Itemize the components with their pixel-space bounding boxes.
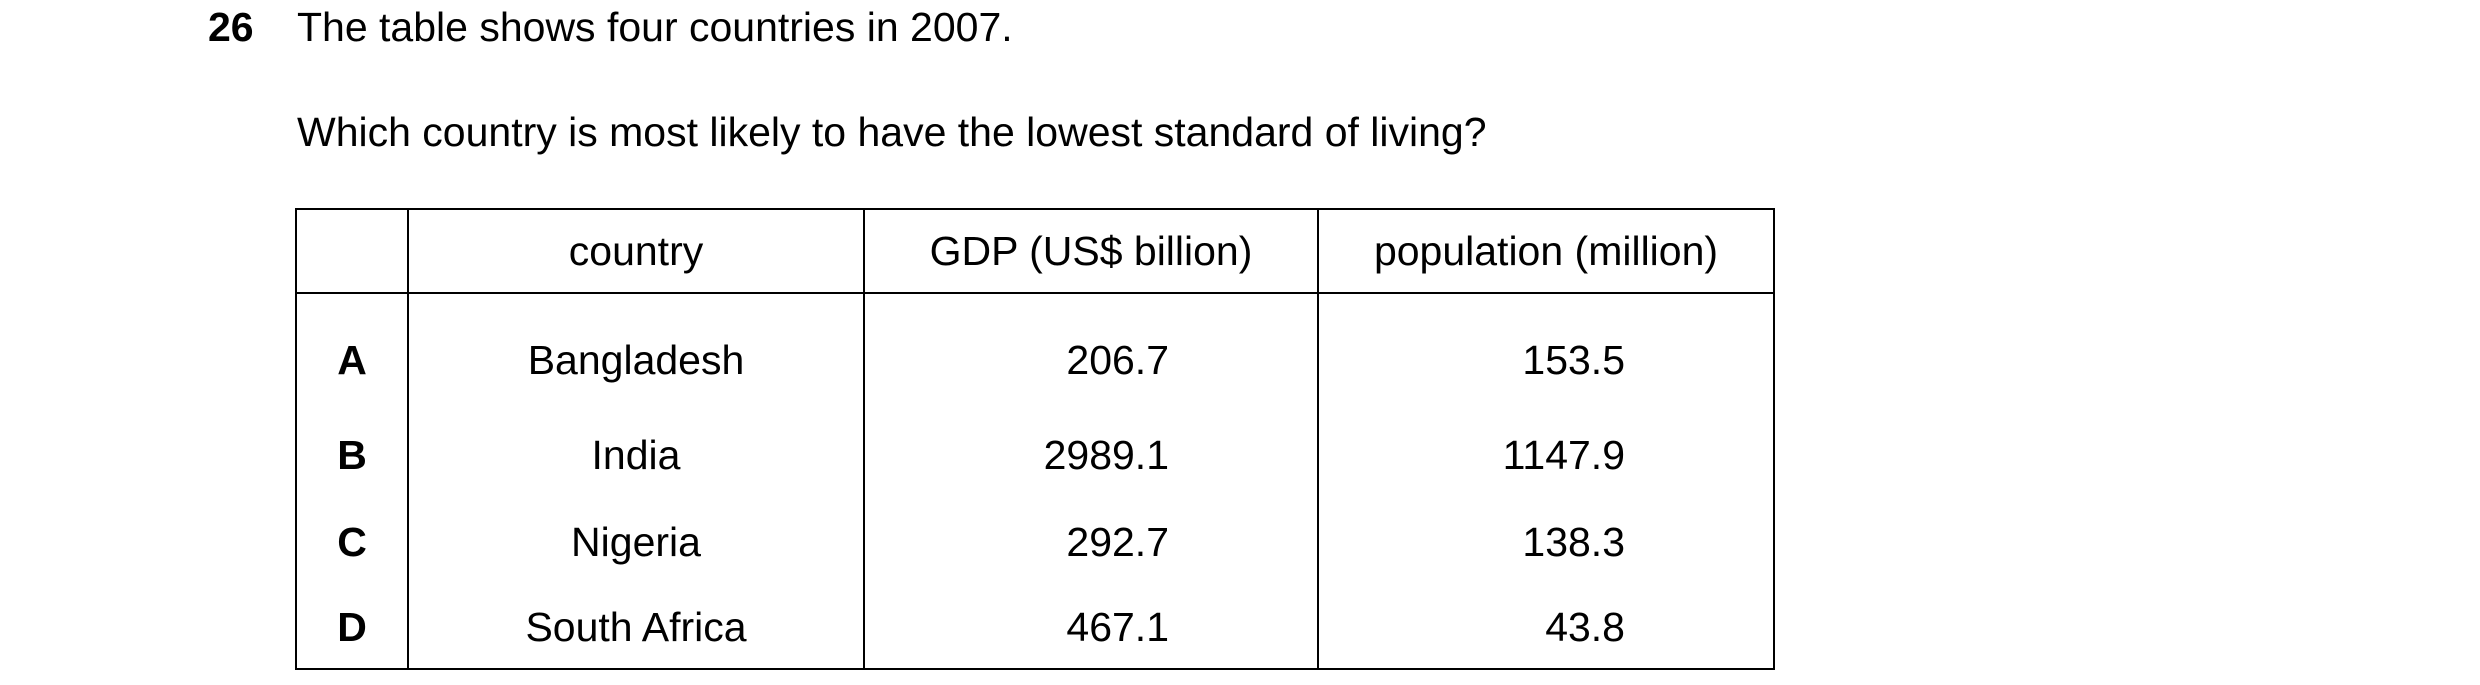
country-cell: Nigeria bbox=[407, 499, 865, 586]
gdp-value: 467.1 bbox=[1066, 603, 1169, 650]
data-table: country GDP (US$ billion) population (mi… bbox=[295, 208, 1775, 670]
gdp-value: 206.7 bbox=[1066, 336, 1169, 383]
population-value: 153.5 bbox=[1522, 336, 1625, 383]
population-value: 138.3 bbox=[1522, 519, 1625, 565]
option-key: A bbox=[295, 293, 409, 412]
gdp-cell: 206.7 bbox=[863, 293, 1319, 412]
option-key: B bbox=[295, 412, 409, 499]
population-cell: 138.3 bbox=[1317, 499, 1775, 586]
gdp-value: 2989.1 bbox=[1043, 432, 1169, 478]
table-row: A Bangladesh 206.7 153.5 bbox=[295, 293, 1775, 412]
header-country: country bbox=[407, 208, 865, 294]
population-cell: 43.8 bbox=[1317, 586, 1775, 670]
table-row: D South Africa 467.1 43.8 bbox=[295, 586, 1775, 670]
population-cell: 153.5 bbox=[1317, 293, 1775, 412]
table-row: C Nigeria 292.7 138.3 bbox=[295, 499, 1775, 586]
gdp-cell: 467.1 bbox=[863, 586, 1319, 670]
gdp-value: 292.7 bbox=[1066, 519, 1169, 565]
header-population: population (million) bbox=[1317, 208, 1775, 294]
header-gdp: GDP (US$ billion) bbox=[863, 208, 1319, 294]
question-prompt: Which country is most likely to have the… bbox=[297, 109, 1487, 155]
option-key: C bbox=[295, 499, 409, 586]
header-key bbox=[295, 208, 409, 294]
gdp-cell: 292.7 bbox=[863, 499, 1319, 586]
question-number: 26 bbox=[208, 4, 254, 50]
country-cell: India bbox=[407, 412, 865, 499]
country-cell: South Africa bbox=[407, 586, 865, 670]
option-key: D bbox=[295, 586, 409, 670]
table-header-row: country GDP (US$ billion) population (mi… bbox=[295, 208, 1775, 294]
gdp-cell: 2989.1 bbox=[863, 412, 1319, 499]
population-cell: 1147.9 bbox=[1317, 412, 1775, 499]
question-stem: The table shows four countries in 2007. bbox=[297, 4, 1013, 50]
table-row: B India 2989.1 1147.9 bbox=[295, 412, 1775, 499]
country-cell: Bangladesh bbox=[407, 293, 865, 412]
population-value: 1147.9 bbox=[1502, 432, 1625, 478]
population-value: 43.8 bbox=[1545, 603, 1625, 650]
